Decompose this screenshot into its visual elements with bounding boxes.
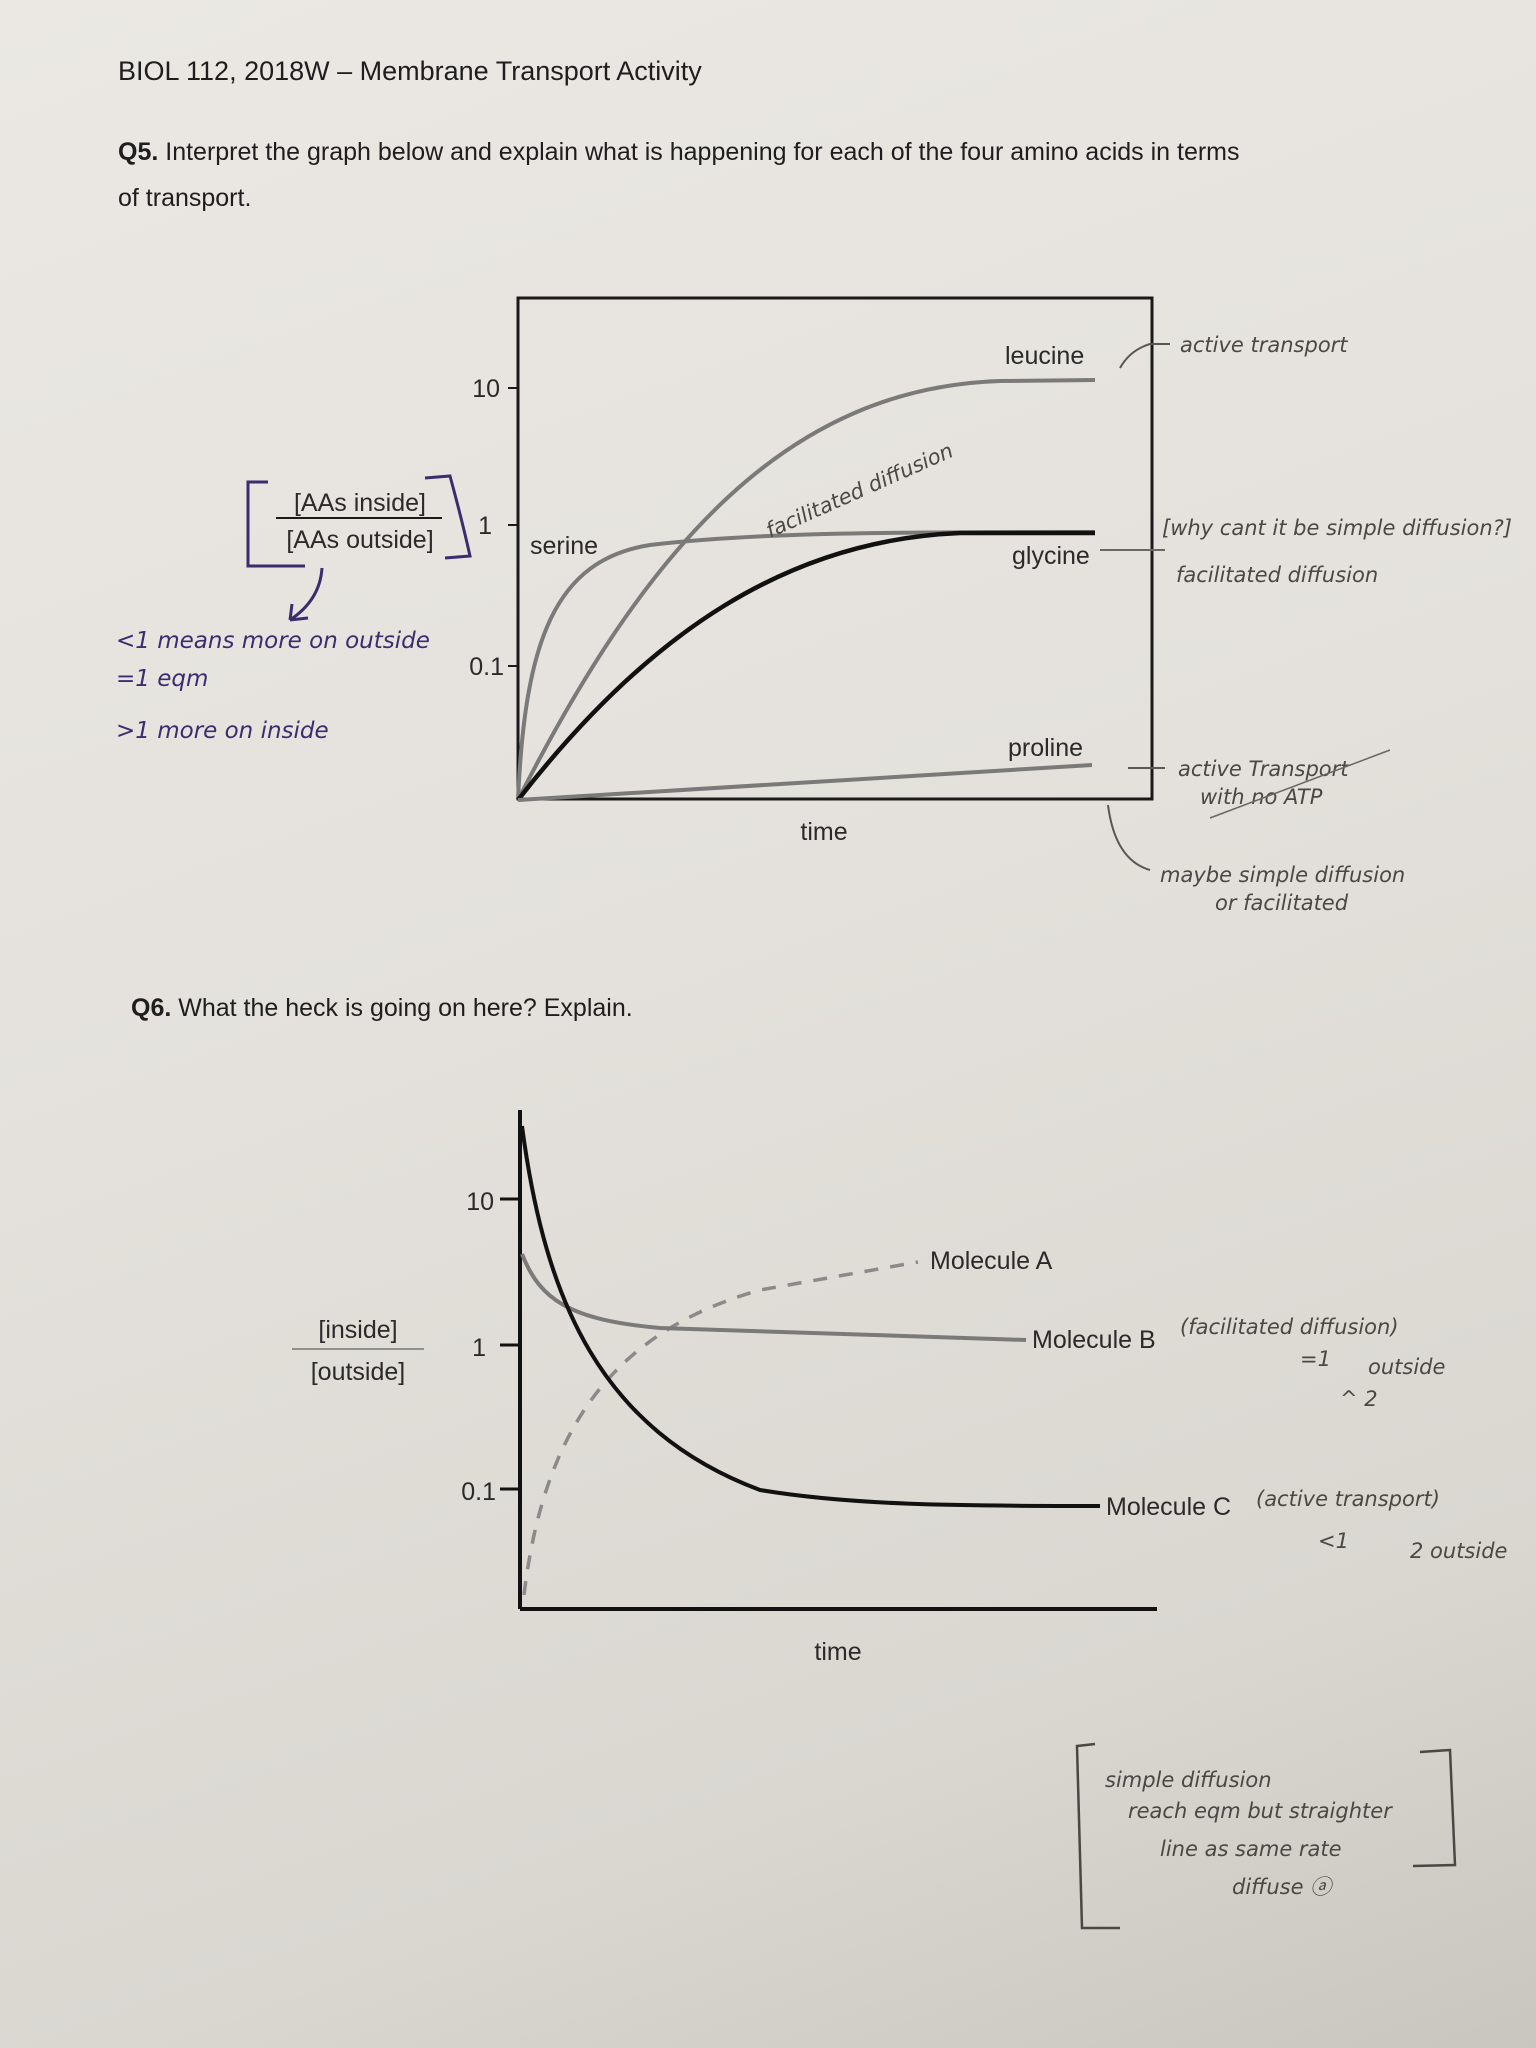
q6-annotations: (facilitated diffusion) =1 outside ^ 2 (… (1075, 1315, 1507, 1930)
q5-tick-label-1: 1 (478, 512, 492, 540)
note-bracket-left (1075, 1742, 1120, 1930)
molecule-c-curve (520, 1125, 1101, 1508)
glycine-label: glycine (1012, 542, 1090, 570)
glycine-question: [why cant it be simple diffusion?] (1162, 516, 1512, 540)
molecule-a-note-line2: reach eqm but straighter (1128, 1799, 1393, 1823)
q6-prompt: Q6. What the heck is going on here? Expl… (131, 994, 633, 1022)
proline-alt-line2: or facilitated (1215, 891, 1349, 915)
proline-curve (517, 763, 1093, 802)
q5-prompt-line2: of transport. (118, 184, 251, 212)
molecule-a-note-line1: simple diffusion (1105, 1768, 1272, 1792)
molecule-a-note-line4: diffuse ⓐ (1232, 1875, 1334, 1899)
q5-prompt-text: Interpret the graph below and explain wh… (165, 138, 1239, 166)
molecule-a-label: Molecule A (930, 1247, 1053, 1275)
molecule-a-curve (522, 1260, 919, 1596)
q6-ylabel-numerator: [inside] (318, 1316, 397, 1344)
q5-ylabel-denominator: [AAs outside] (286, 526, 433, 554)
page-title: BIOL 112, 2018W – Membrane Transport Act… (118, 56, 702, 86)
proline-annotation-line2: with no ATP (1200, 785, 1323, 809)
q6-tick-label-1: 1 (472, 1334, 486, 1362)
proline-alt-line1: maybe simple diffusion (1160, 863, 1405, 887)
q6-chart: 10 1 0.1 [inside] [outside] time Molecul… (292, 1110, 1231, 1666)
serine-label: serine (530, 532, 598, 560)
molecule-c-lt: <1 (1318, 1529, 1349, 1553)
proline-label: proline (1008, 734, 1083, 762)
q5-tick-label-10: 10 (472, 375, 500, 403)
q5-tick-label-0.1: 0.1 (469, 653, 504, 681)
ratio-eq1-note: =1 eqm (116, 666, 208, 692)
purple-bracket-left (246, 480, 305, 568)
purple-arrow-icon (288, 567, 324, 622)
leucine-label: leucine (1005, 342, 1084, 370)
q5-xlabel: time (800, 818, 847, 846)
purple-bracket-right (424, 474, 472, 560)
ratio-lt1-note: <1 means more on outside (116, 628, 430, 654)
molecule-c-label: Molecule C (1106, 1493, 1231, 1521)
q5-prompt-line1: Q5. Interpret the graph below and explai… (118, 138, 1240, 166)
proline-annotation-line1: active Transport (1178, 757, 1349, 781)
q6-number: Q6. (131, 994, 171, 1022)
leucine-pointer (1119, 343, 1170, 369)
leucine-curve (516, 378, 1096, 801)
molecule-b-annotation: (facilitated diffusion) (1180, 1315, 1399, 1339)
glycine-annotation: facilitated diffusion (1176, 563, 1378, 587)
q6-tick-label-0.1: 0.1 (461, 1478, 496, 1506)
leucine-annotation: active transport (1180, 333, 1348, 357)
molecule-b-mark: ^ 2 (1340, 1387, 1378, 1411)
molecule-b-label: Molecule B (1032, 1326, 1156, 1354)
strike-through (1209, 749, 1391, 819)
q5-number: Q5. (118, 138, 158, 166)
ratio-gt1-note: >1 more on inside (116, 718, 329, 744)
glycine-curve (516, 530, 1095, 802)
q6-ylabel-denominator: [outside] (311, 1358, 406, 1386)
q5-chart-frame (516, 296, 1154, 801)
molecule-c-outside: 2 outside (1410, 1539, 1507, 1563)
molecule-b-outside: outside (1368, 1355, 1445, 1379)
q6-prompt-text: What the heck is going on here? Explain. (178, 994, 632, 1022)
serine-curve-annotation: facilitated diffusion (762, 438, 956, 542)
q6-tick-label-10: 10 (466, 1188, 494, 1216)
proline-alt-pointer (1107, 804, 1151, 871)
molecule-b-eq: =1 (1300, 1347, 1331, 1371)
molecule-c-annotation: (active transport) (1256, 1487, 1440, 1511)
q5-ylabel-numerator: [AAs inside] (294, 489, 426, 517)
q5-chart: 10 1 0.1 [AAs inside] [AAs outside] time… (276, 296, 1154, 846)
q6-xlabel: time (814, 1638, 861, 1666)
molecule-a-note-line3: line as same rate (1160, 1837, 1342, 1861)
note-bracket-right (1412, 1748, 1457, 1868)
